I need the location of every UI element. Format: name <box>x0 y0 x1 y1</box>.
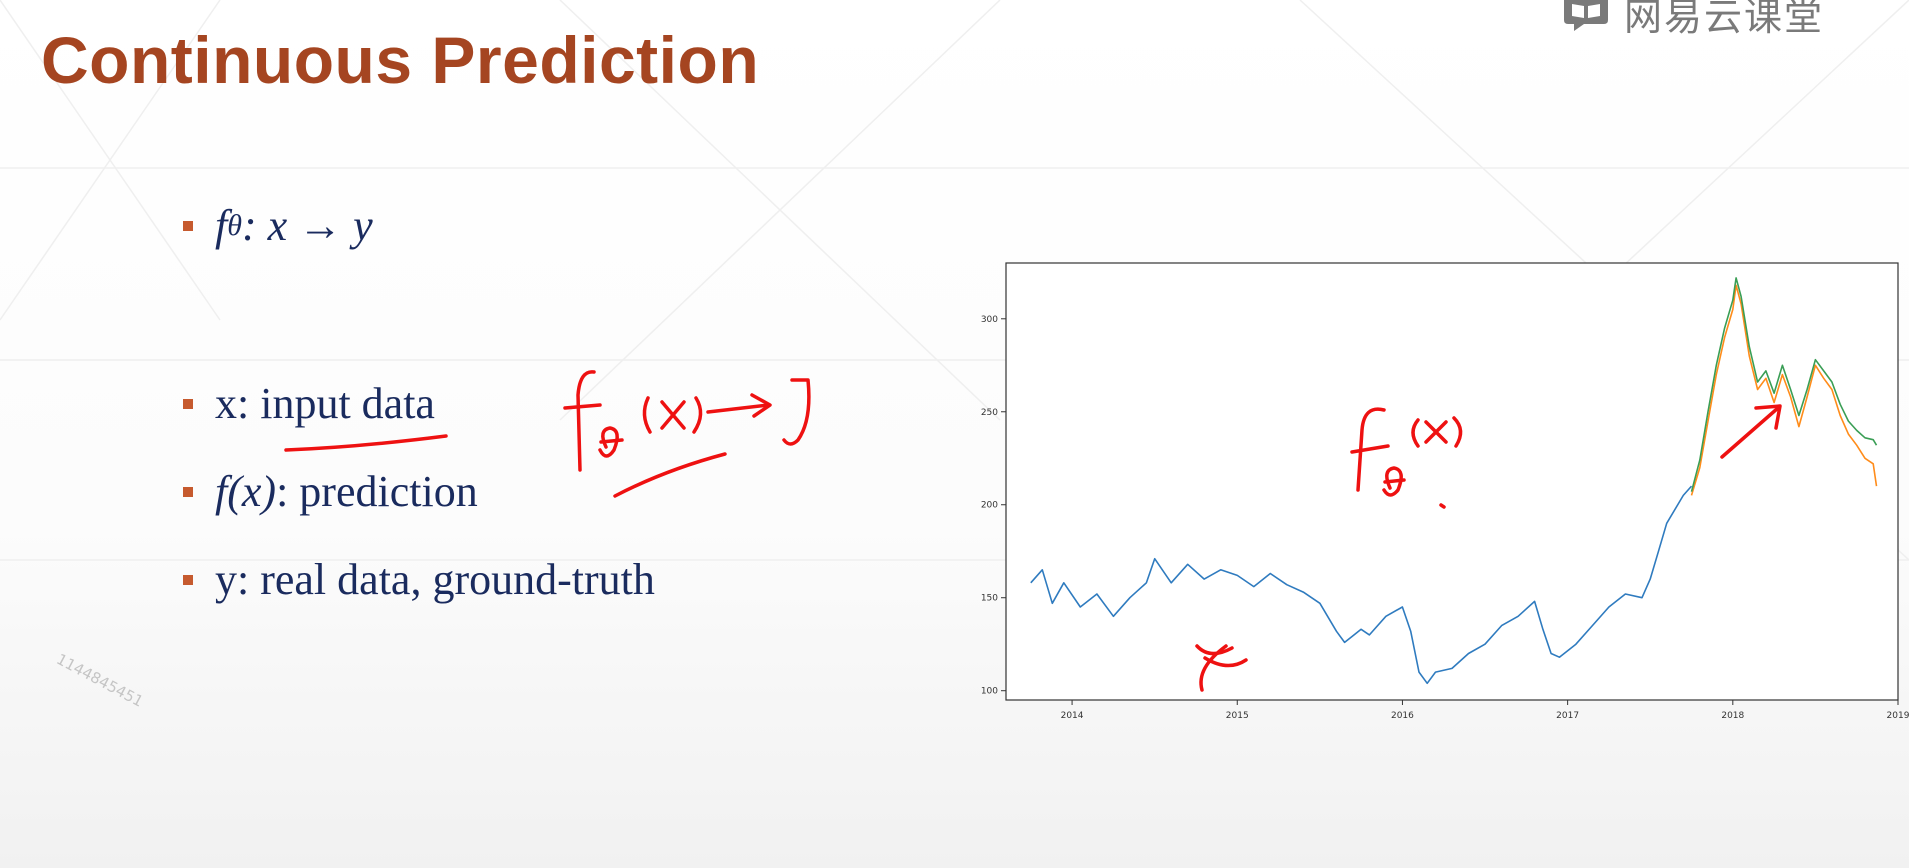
book-icon <box>1564 0 1608 31</box>
series-line-input <box>1030 485 1693 685</box>
bullet-theta-subscript: θ <box>227 208 242 242</box>
bullet-mapping-text: : x → y <box>241 201 373 250</box>
series-line-ground-truth <box>1690 277 1878 492</box>
y-tick-label: 300 <box>981 315 998 325</box>
y-tick-label: 100 <box>981 687 998 697</box>
bullet-prediction-arg: (x) <box>227 467 277 516</box>
bullet-input-data: x: input data <box>183 378 435 429</box>
x-tick-label: 2016 <box>1391 711 1414 721</box>
bullet-marker <box>183 486 193 497</box>
bullet-marker <box>183 574 193 585</box>
slide-title: Continuous Prediction <box>41 23 760 97</box>
bullet-prediction: f (x): prediction <box>183 466 478 517</box>
x-tick-label: 2017 <box>1556 711 1579 721</box>
y-tick-label: 150 <box>981 594 998 604</box>
netease-cloud-classroom-logo: 网易云课堂 <box>1562 0 1824 39</box>
chart-plot-area <box>1005 262 1899 701</box>
x-tick-label: 2019 <box>1887 711 1909 721</box>
x-tick-label: 2018 <box>1721 711 1744 721</box>
logo-text: 网易云课堂 <box>1624 0 1825 39</box>
bullet-marker <box>183 220 193 231</box>
bullet-ground-truth: y: real data, ground-truth <box>183 554 655 605</box>
bullet-marker <box>183 398 193 409</box>
bullet-prediction-function: f <box>215 467 228 516</box>
bullet-function-symbol: f <box>215 201 228 250</box>
bullet-ground-truth-text: y: real data, ground-truth <box>215 555 655 604</box>
bullet-prediction-text: : prediction <box>276 467 478 516</box>
series-line-prediction <box>1690 284 1878 496</box>
y-tick-label: 200 <box>981 501 998 511</box>
x-tick-label: 2015 <box>1226 711 1249 721</box>
bullet-input-text: x: input data <box>215 379 435 428</box>
x-tick-label: 2014 <box>1061 711 1084 721</box>
y-tick-label: 250 <box>981 408 998 418</box>
